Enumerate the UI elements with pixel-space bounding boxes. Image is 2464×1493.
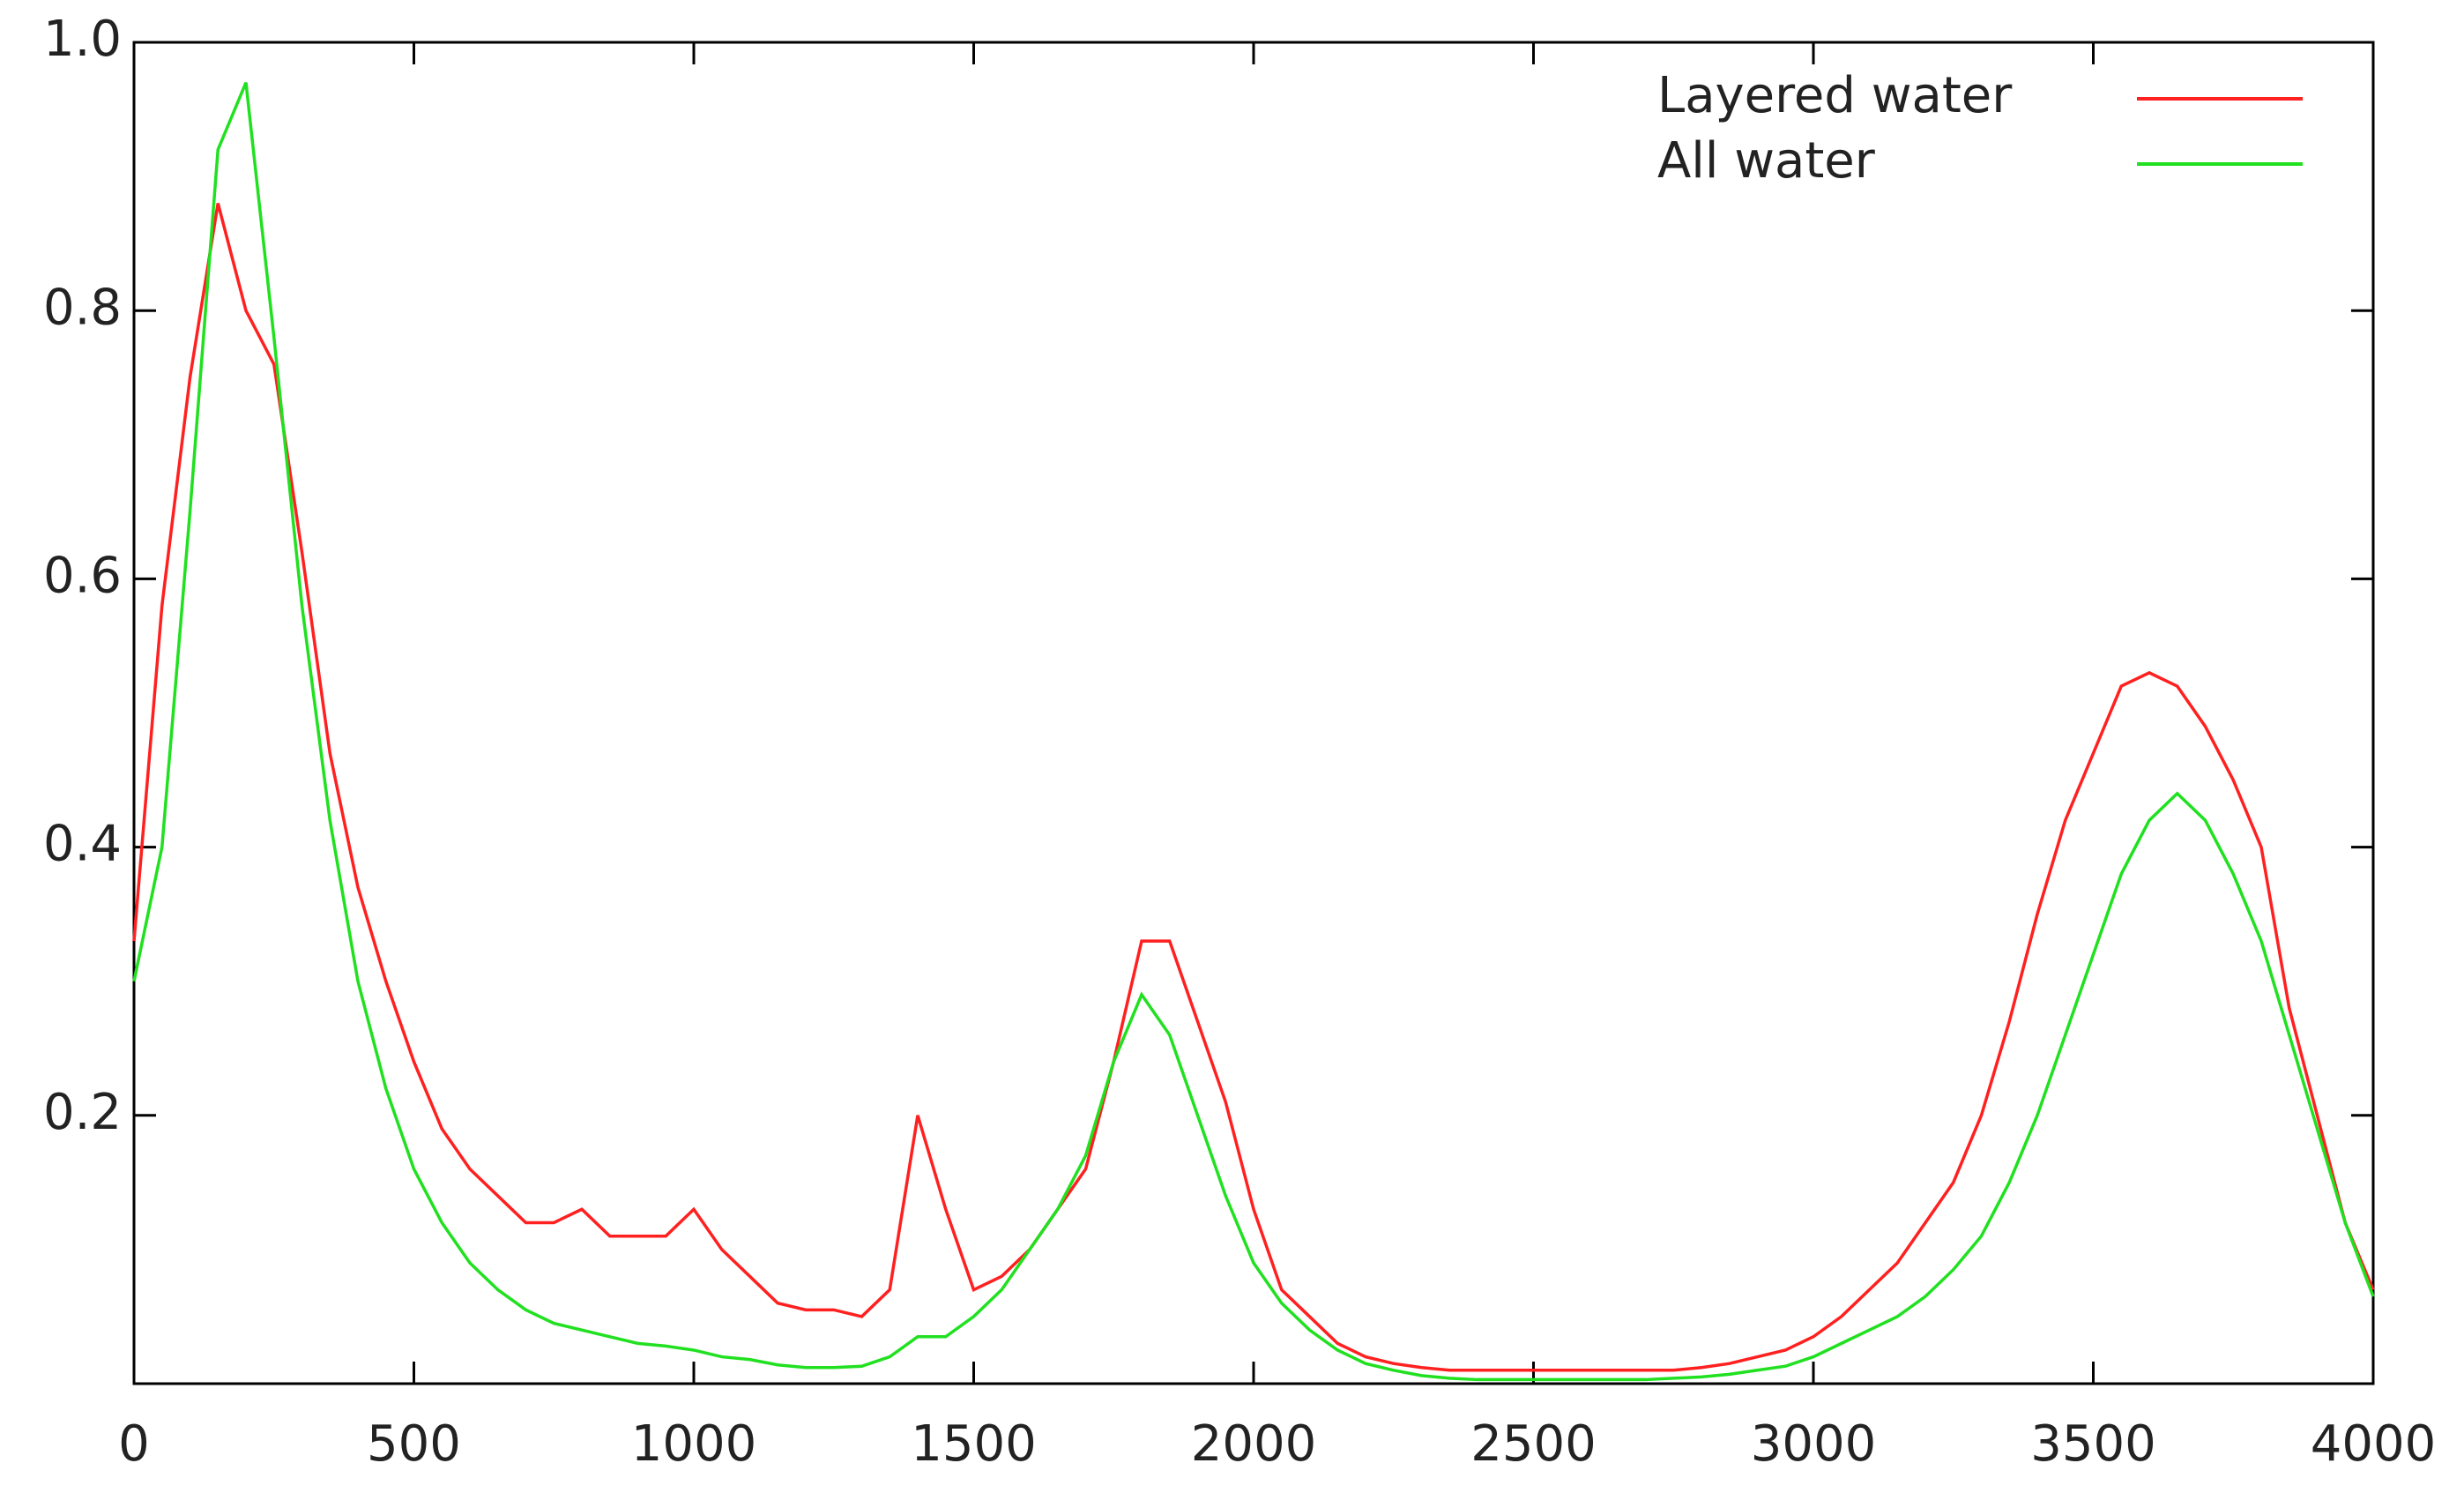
y-tick-label: 0.8 — [43, 279, 122, 336]
x-tick-label: 2500 — [1470, 1415, 1597, 1473]
series-line — [132, 81, 2375, 1382]
x-tick-label: 4000 — [2311, 1415, 2437, 1473]
plot-frame — [132, 41, 2375, 1385]
x-tick-label: 3000 — [1751, 1415, 1877, 1473]
x-tick-label: 1500 — [911, 1415, 1037, 1473]
y-tick-label: 0.4 — [43, 816, 122, 873]
legend-label: All water — [1657, 132, 1876, 190]
x-tick-label: 3500 — [2030, 1415, 2156, 1473]
x-tick-label: 2000 — [1191, 1415, 1317, 1473]
y-tick-label: 0.6 — [43, 548, 122, 605]
y-tick-label: 1.0 — [43, 11, 122, 68]
x-tick-label: 500 — [367, 1415, 461, 1473]
y-tick-label: 0.2 — [43, 1084, 122, 1141]
legend-label: Layered water — [1657, 67, 2013, 124]
series-line — [132, 203, 2375, 1372]
x-tick-label: 0 — [118, 1415, 150, 1473]
x-tick-label: 1000 — [631, 1415, 757, 1473]
